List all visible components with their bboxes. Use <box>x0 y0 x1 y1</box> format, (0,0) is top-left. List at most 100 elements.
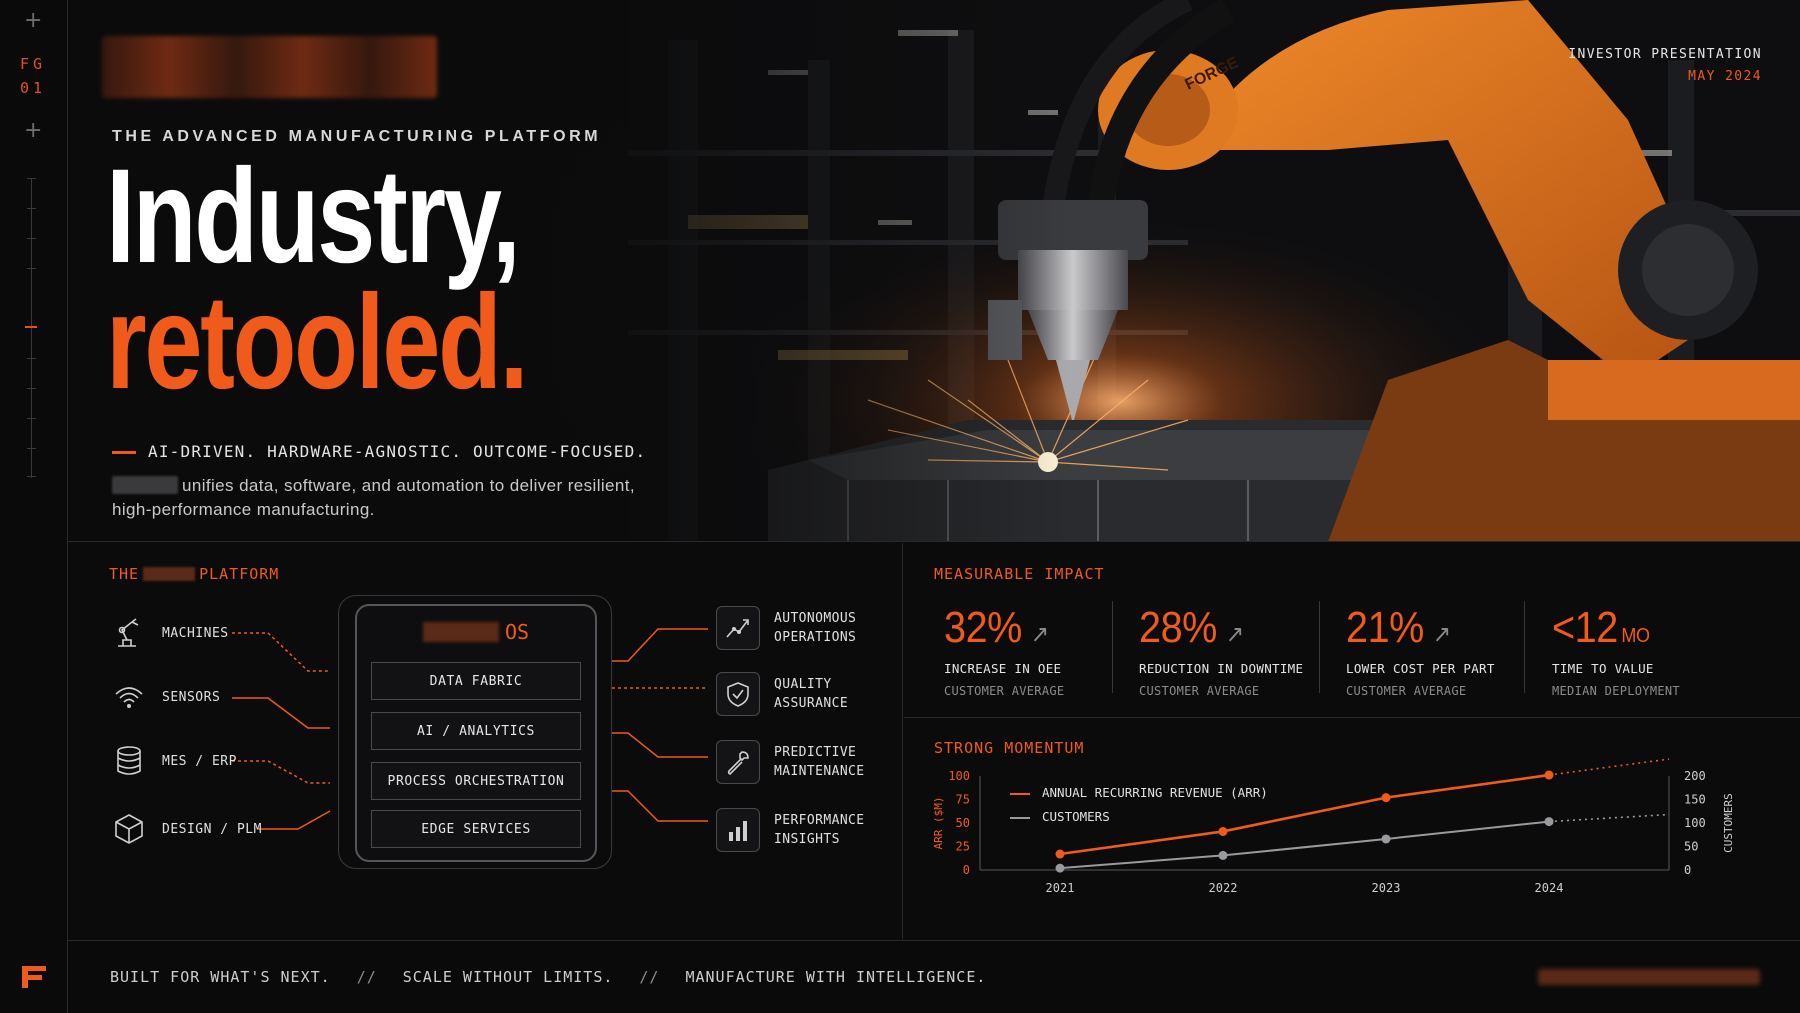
os-frame: OS DATA FABRIC AI / ANALYTICS PROCESS OR… <box>338 595 612 869</box>
outcome-label-line1: PREDICTIVE <box>774 745 857 760</box>
y-tick-label-left: 100 <box>948 769 970 783</box>
ruler-tick <box>27 208 36 209</box>
customers-data-point <box>1055 863 1065 873</box>
robot-arm-icon <box>118 618 139 647</box>
ruler-tick-active <box>25 326 37 328</box>
y-tick-label-left: 75 <box>956 793 970 807</box>
os-stack: OS DATA FABRIC AI / ANALYTICS PROCESS OR… <box>355 604 597 862</box>
y-axis-title-right: CUSTOMERS <box>1722 793 1735 853</box>
outcome-icon-box <box>716 808 760 852</box>
hero-tagline-text: AI-DRIVEN. HARDWARE-AGNOSTIC. OUTCOME-FO… <box>148 442 647 461</box>
x-tick-label: 2024 <box>1535 881 1564 895</box>
platform-panel: THE PLATFORM MACHINES SENSORS MES / ERP <box>68 543 903 939</box>
legend-label: ANNUAL RECURRING REVENUE (ARR) <box>1042 785 1268 800</box>
footer-tagline: MANUFACTURE WITH INTELLIGENCE. <box>685 968 987 986</box>
plus-icon: + <box>24 118 43 143</box>
outcome-label-line2: ASSURANCE <box>774 696 849 711</box>
hero-description: unifies data, software, and automation t… <box>112 474 672 522</box>
kpi-unit: MO <box>1621 625 1650 647</box>
customers-series-line <box>1059 820 1550 870</box>
impact-title: MEASURABLE IMPACT <box>934 565 1105 583</box>
y-tick-label-left: 25 <box>956 840 970 854</box>
platform-title-suffix: PLATFORM <box>199 565 280 583</box>
footer-separator: // <box>356 968 377 986</box>
kpi-subtext: CUSTOMER AVERAGE <box>1346 684 1467 698</box>
outcome-label-line2: MAINTENANCE <box>774 764 865 779</box>
connector-lines <box>232 628 708 830</box>
presentation-info: INVESTOR PRESENTATION MAY 2024 <box>1568 44 1762 88</box>
outcome-label-line1: PERFORMANCE <box>774 813 865 828</box>
ruler-tick <box>27 448 36 449</box>
outcome-item-autonomous: AUTONOMOUS OPERATIONS <box>716 605 884 651</box>
kpi-cost: 21% ↗ LOWER COST PER PART CUSTOMER AVERAG… <box>1346 603 1536 698</box>
customers-data-point <box>1381 834 1391 844</box>
cube-icon <box>115 814 143 844</box>
x-tick-label: 2021 <box>1046 881 1075 895</box>
source-item-sensors: SENSORS <box>112 677 220 717</box>
hero-eyebrow: THE ADVANCED MANUFACTURING PLATFORM <box>112 128 602 145</box>
arrow-up-right-icon: ↗ <box>1225 620 1244 648</box>
os-title-suffix: OS <box>504 620 530 644</box>
arr-projection-line <box>1548 758 1670 776</box>
platform-title-prefix: THE <box>109 565 140 583</box>
x-tick-label: 2022 <box>1209 881 1238 895</box>
kpi-value-row: 32% ↗ <box>944 603 1115 653</box>
investor-label: INVESTOR PRESENTATION <box>1568 47 1762 62</box>
legend-item-customers: CUSTOMERS <box>1010 805 1268 829</box>
outcome-item-performance: PERFORMANCE INSIGHTS <box>716 807 884 853</box>
outcome-icon-box <box>716 740 760 784</box>
arr-data-point <box>1381 793 1391 803</box>
left-rail: + FG 01 + <box>0 0 68 1013</box>
ruler-tick <box>27 476 36 477</box>
source-item-design-plm: DESIGN / PLM <box>112 809 262 849</box>
progress-ruler <box>31 178 32 478</box>
kpi-downtime: 28% ↗ REDUCTION IN DOWNTIME CUSTOMER AVER… <box>1139 603 1329 698</box>
momentum-panel: STRONG MOMENTUM 0 25 50 75 100 0 50 100 150 200 AR… <box>904 719 1800 939</box>
redacted-brand-logo <box>102 36 437 98</box>
database-icon <box>117 746 141 775</box>
arr-data-point <box>1218 826 1228 836</box>
footer-taglines: BUILT FOR WHAT'S NEXT. // SCALE WITHOUT LI… <box>110 968 986 986</box>
y-tick-label-right: 200 <box>1684 769 1706 783</box>
outcome-label: AUTONOMOUS OPERATIONS <box>774 609 884 647</box>
os-layer: DATA FABRIC <box>371 662 581 700</box>
footer-tagline: SCALE WITHOUT LIMITS. <box>402 968 614 986</box>
kpi-label: TIME TO VALUE <box>1552 661 1654 676</box>
slide-code-line2: 01 <box>20 79 47 97</box>
outcome-label: PREDICTIVE MAINTENANCE <box>774 743 884 781</box>
presentation-date: MAY 2024 <box>1688 69 1762 84</box>
kpi-value: 28% <box>1139 603 1217 652</box>
source-label: DESIGN / PLM <box>162 821 262 837</box>
os-title: OS <box>357 620 595 644</box>
redacted-website-link <box>1538 969 1760 985</box>
outcome-label-line2: INSIGHTS <box>774 832 840 847</box>
redacted-company-name <box>112 476 178 494</box>
footer-separator: // <box>639 968 660 986</box>
y-tick-label-left: 0 <box>963 863 970 877</box>
hero-section: FORGE THE ADVANCED MANUFACTURING PLATFOR… <box>68 0 1800 542</box>
kpi-value-row: 21% ↗ <box>1346 603 1517 653</box>
os-layer: AI / ANALYTICS <box>371 712 581 750</box>
outcome-item-quality: QUALITY ASSURANCE <box>716 671 884 717</box>
legend-label: CUSTOMERS <box>1042 809 1110 824</box>
hero-tagline: AI-DRIVEN. HARDWARE-AGNOSTIC. OUTCOME-FO… <box>112 442 646 461</box>
source-label: MES / ERP <box>162 753 237 769</box>
kpi-subtext: MEDIAN DEPLOYMENT <box>1552 684 1680 698</box>
momentum-chart: 0 25 50 75 100 0 50 100 150 200 ARR ($M) CUSTOMERS 2… <box>932 758 1735 895</box>
trend-line-icon <box>726 619 749 638</box>
y-tick-label-right: 150 <box>1684 793 1706 807</box>
redacted-brand <box>422 622 499 642</box>
kpi-divider <box>1319 601 1320 693</box>
outcome-item-predictive: PREDICTIVE MAINTENANCE <box>716 739 884 785</box>
customers-projection-line <box>1548 813 1670 823</box>
arr-data-point <box>1055 849 1065 859</box>
source-item-machines: MACHINES <box>112 613 229 653</box>
y-tick-label-right: 100 <box>1684 816 1706 830</box>
bar-chart-icon <box>729 821 747 841</box>
kpi-time-to-value: <12 MO TIME TO VALUE MEDIAN DEPLOYMENT <box>1552 603 1742 698</box>
arrow-up-right-icon: ↗ <box>1030 620 1049 648</box>
outcome-icon-box <box>716 672 760 716</box>
shield-check-icon <box>727 682 749 707</box>
kpi-divider <box>1112 601 1113 693</box>
ruler-tick <box>27 388 36 389</box>
